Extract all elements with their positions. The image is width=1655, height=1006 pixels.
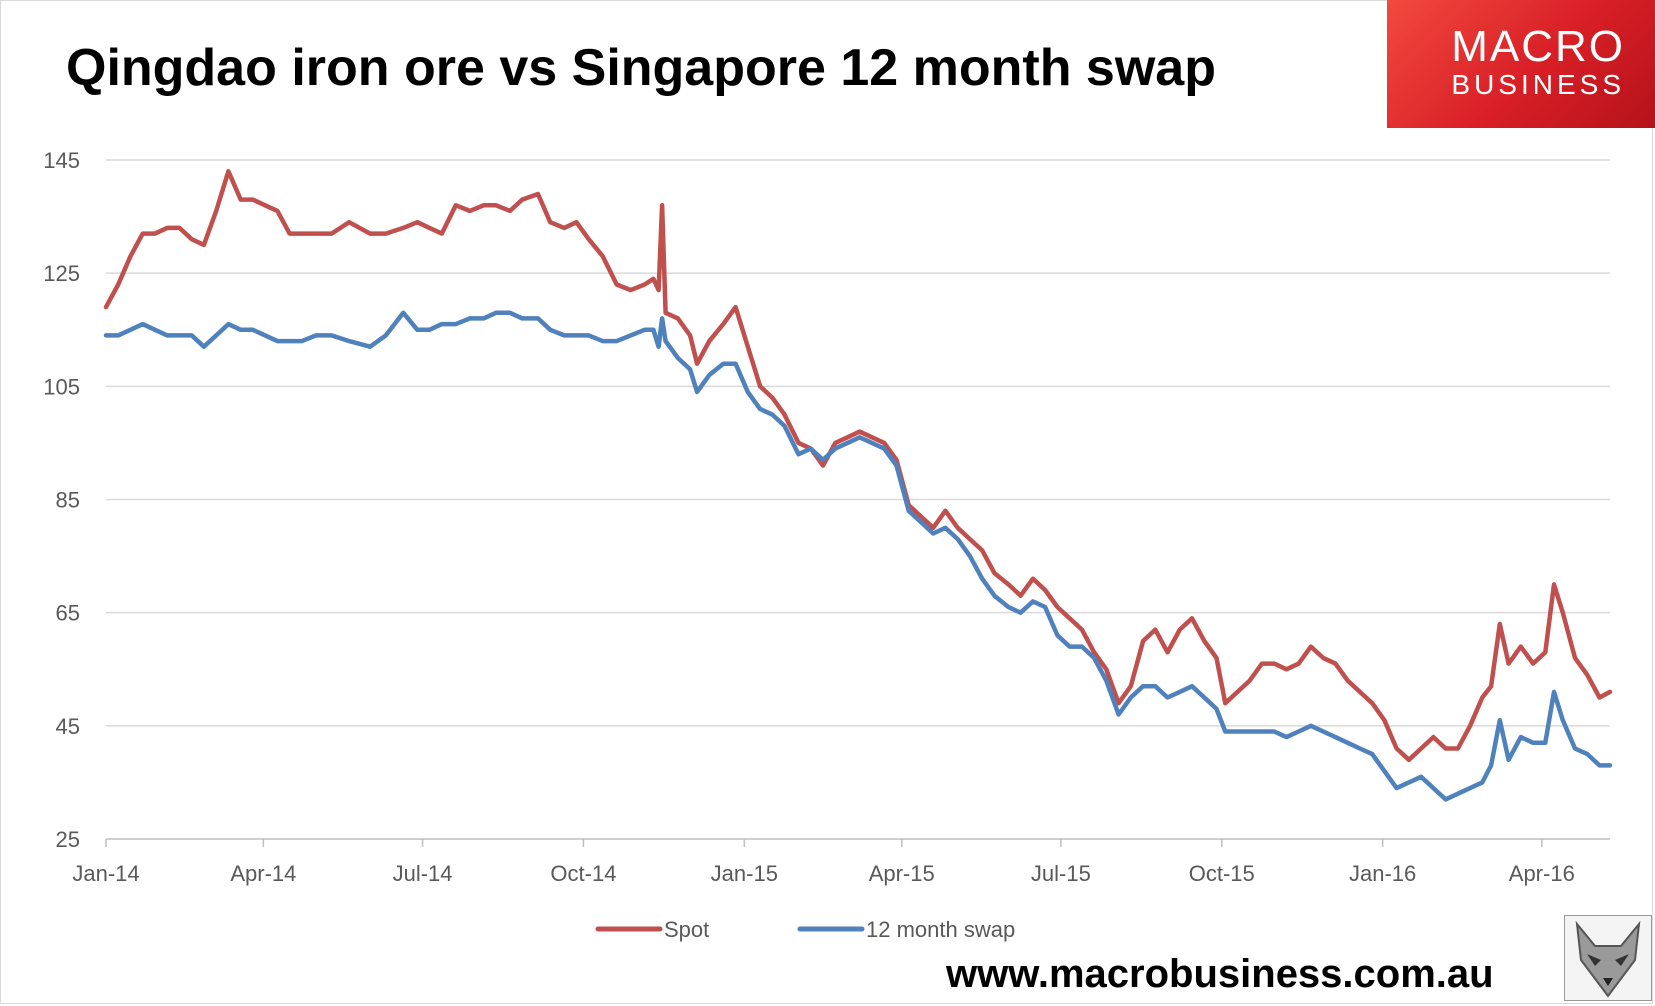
- legend-label: 12 month swap: [866, 917, 1015, 942]
- x-tick-label: Oct-14: [550, 861, 616, 886]
- y-tick-label: 125: [43, 261, 80, 286]
- y-tick-label: 105: [43, 374, 80, 399]
- series-line-spot: [103, 169, 1613, 763]
- gridlines: [106, 159, 1610, 840]
- x-tick-label: Apr-16: [1509, 861, 1575, 886]
- x-tick-label: Apr-15: [869, 861, 935, 886]
- logo-line-2: BUSINESS: [1451, 69, 1625, 100]
- x-tick-label: Oct-15: [1189, 861, 1255, 886]
- macrobusiness-logo: MACRO BUSINESS: [1387, 0, 1655, 128]
- y-tick-label: 25: [56, 827, 80, 852]
- x-axis-ticks: Jan-14 Apr-14 Jul-14 Oct-14 Jan-15 Apr-15 Jul-…: [72, 839, 1575, 886]
- y-tick-label: 65: [56, 601, 80, 626]
- y-tick-label: 45: [56, 714, 80, 739]
- wolf-logo-image: [1564, 915, 1652, 1001]
- x-tick-label: Jul-15: [1031, 861, 1091, 886]
- legend: Spot 12 month swap: [595, 917, 1015, 942]
- y-axis-ticks: 25 45 65 85 105 125 145: [43, 148, 80, 852]
- chart-title: Qingdao iron ore vs Singapore 12 month s…: [66, 39, 1216, 97]
- x-tick-label: Jan-15: [711, 861, 778, 886]
- x-tick-label: Jan-16: [1349, 861, 1416, 886]
- logo-line-1: MACRO: [1451, 22, 1625, 71]
- series-line-swap: [103, 310, 1613, 802]
- x-tick-label: Apr-14: [230, 861, 296, 886]
- series-lines: [103, 169, 1613, 802]
- y-tick-label: 145: [43, 148, 80, 173]
- y-tick-label: 85: [56, 488, 80, 513]
- website-url: www.macrobusiness.com.au: [946, 952, 1494, 996]
- x-tick-label: Jul-14: [393, 861, 453, 886]
- legend-label: Spot: [664, 917, 709, 942]
- x-tick-label: Jan-14: [72, 861, 139, 886]
